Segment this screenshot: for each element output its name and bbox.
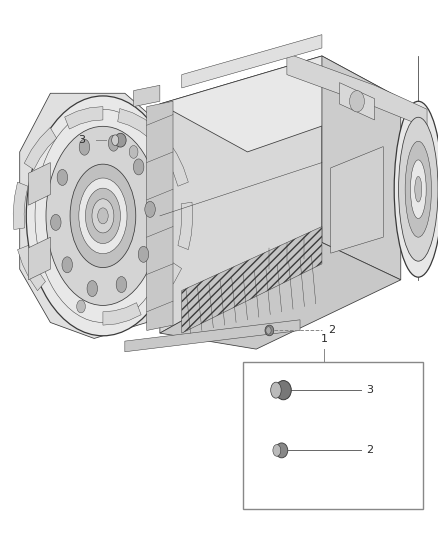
Ellipse shape xyxy=(77,300,85,313)
Polygon shape xyxy=(322,56,401,280)
Ellipse shape xyxy=(273,445,281,456)
Text: 2: 2 xyxy=(328,326,336,335)
Polygon shape xyxy=(182,227,322,333)
Polygon shape xyxy=(160,56,401,152)
Text: 3: 3 xyxy=(366,385,373,395)
Polygon shape xyxy=(134,85,160,107)
Ellipse shape xyxy=(271,382,281,398)
Polygon shape xyxy=(28,163,50,205)
Ellipse shape xyxy=(415,176,422,202)
Ellipse shape xyxy=(145,201,155,217)
Ellipse shape xyxy=(394,101,438,277)
Polygon shape xyxy=(160,243,401,349)
Text: 1: 1 xyxy=(321,334,328,344)
Ellipse shape xyxy=(112,135,119,146)
Ellipse shape xyxy=(70,164,136,268)
Ellipse shape xyxy=(26,96,180,336)
Ellipse shape xyxy=(276,381,291,400)
Ellipse shape xyxy=(265,325,274,336)
Ellipse shape xyxy=(350,91,364,112)
Ellipse shape xyxy=(410,160,426,219)
Polygon shape xyxy=(339,83,374,120)
Polygon shape xyxy=(18,246,46,290)
Ellipse shape xyxy=(138,246,149,262)
Polygon shape xyxy=(65,107,103,129)
Ellipse shape xyxy=(405,141,431,237)
Polygon shape xyxy=(13,182,28,230)
Polygon shape xyxy=(149,262,182,304)
Ellipse shape xyxy=(134,159,144,175)
Ellipse shape xyxy=(115,133,126,147)
Polygon shape xyxy=(118,109,155,138)
Polygon shape xyxy=(160,56,322,333)
Ellipse shape xyxy=(79,178,127,254)
Polygon shape xyxy=(28,237,50,280)
Polygon shape xyxy=(287,53,427,128)
Polygon shape xyxy=(331,147,383,253)
Ellipse shape xyxy=(87,280,98,296)
Bar xyxy=(243,362,423,509)
Polygon shape xyxy=(103,303,141,325)
Ellipse shape xyxy=(46,126,160,305)
Ellipse shape xyxy=(276,443,288,458)
Text: 3: 3 xyxy=(78,135,85,145)
Ellipse shape xyxy=(129,146,138,158)
Polygon shape xyxy=(20,93,169,338)
Polygon shape xyxy=(182,35,322,88)
Polygon shape xyxy=(178,202,193,249)
Ellipse shape xyxy=(108,135,119,151)
Polygon shape xyxy=(160,141,188,186)
Ellipse shape xyxy=(266,327,271,334)
Ellipse shape xyxy=(79,139,90,155)
Ellipse shape xyxy=(399,117,438,261)
Ellipse shape xyxy=(62,257,72,273)
Ellipse shape xyxy=(50,214,61,230)
Text: 2: 2 xyxy=(366,446,373,455)
Polygon shape xyxy=(24,127,57,169)
Ellipse shape xyxy=(57,169,67,185)
Ellipse shape xyxy=(116,277,127,293)
Ellipse shape xyxy=(85,188,120,244)
Ellipse shape xyxy=(92,199,114,233)
Polygon shape xyxy=(125,320,300,352)
Polygon shape xyxy=(147,101,173,330)
Ellipse shape xyxy=(98,208,108,224)
